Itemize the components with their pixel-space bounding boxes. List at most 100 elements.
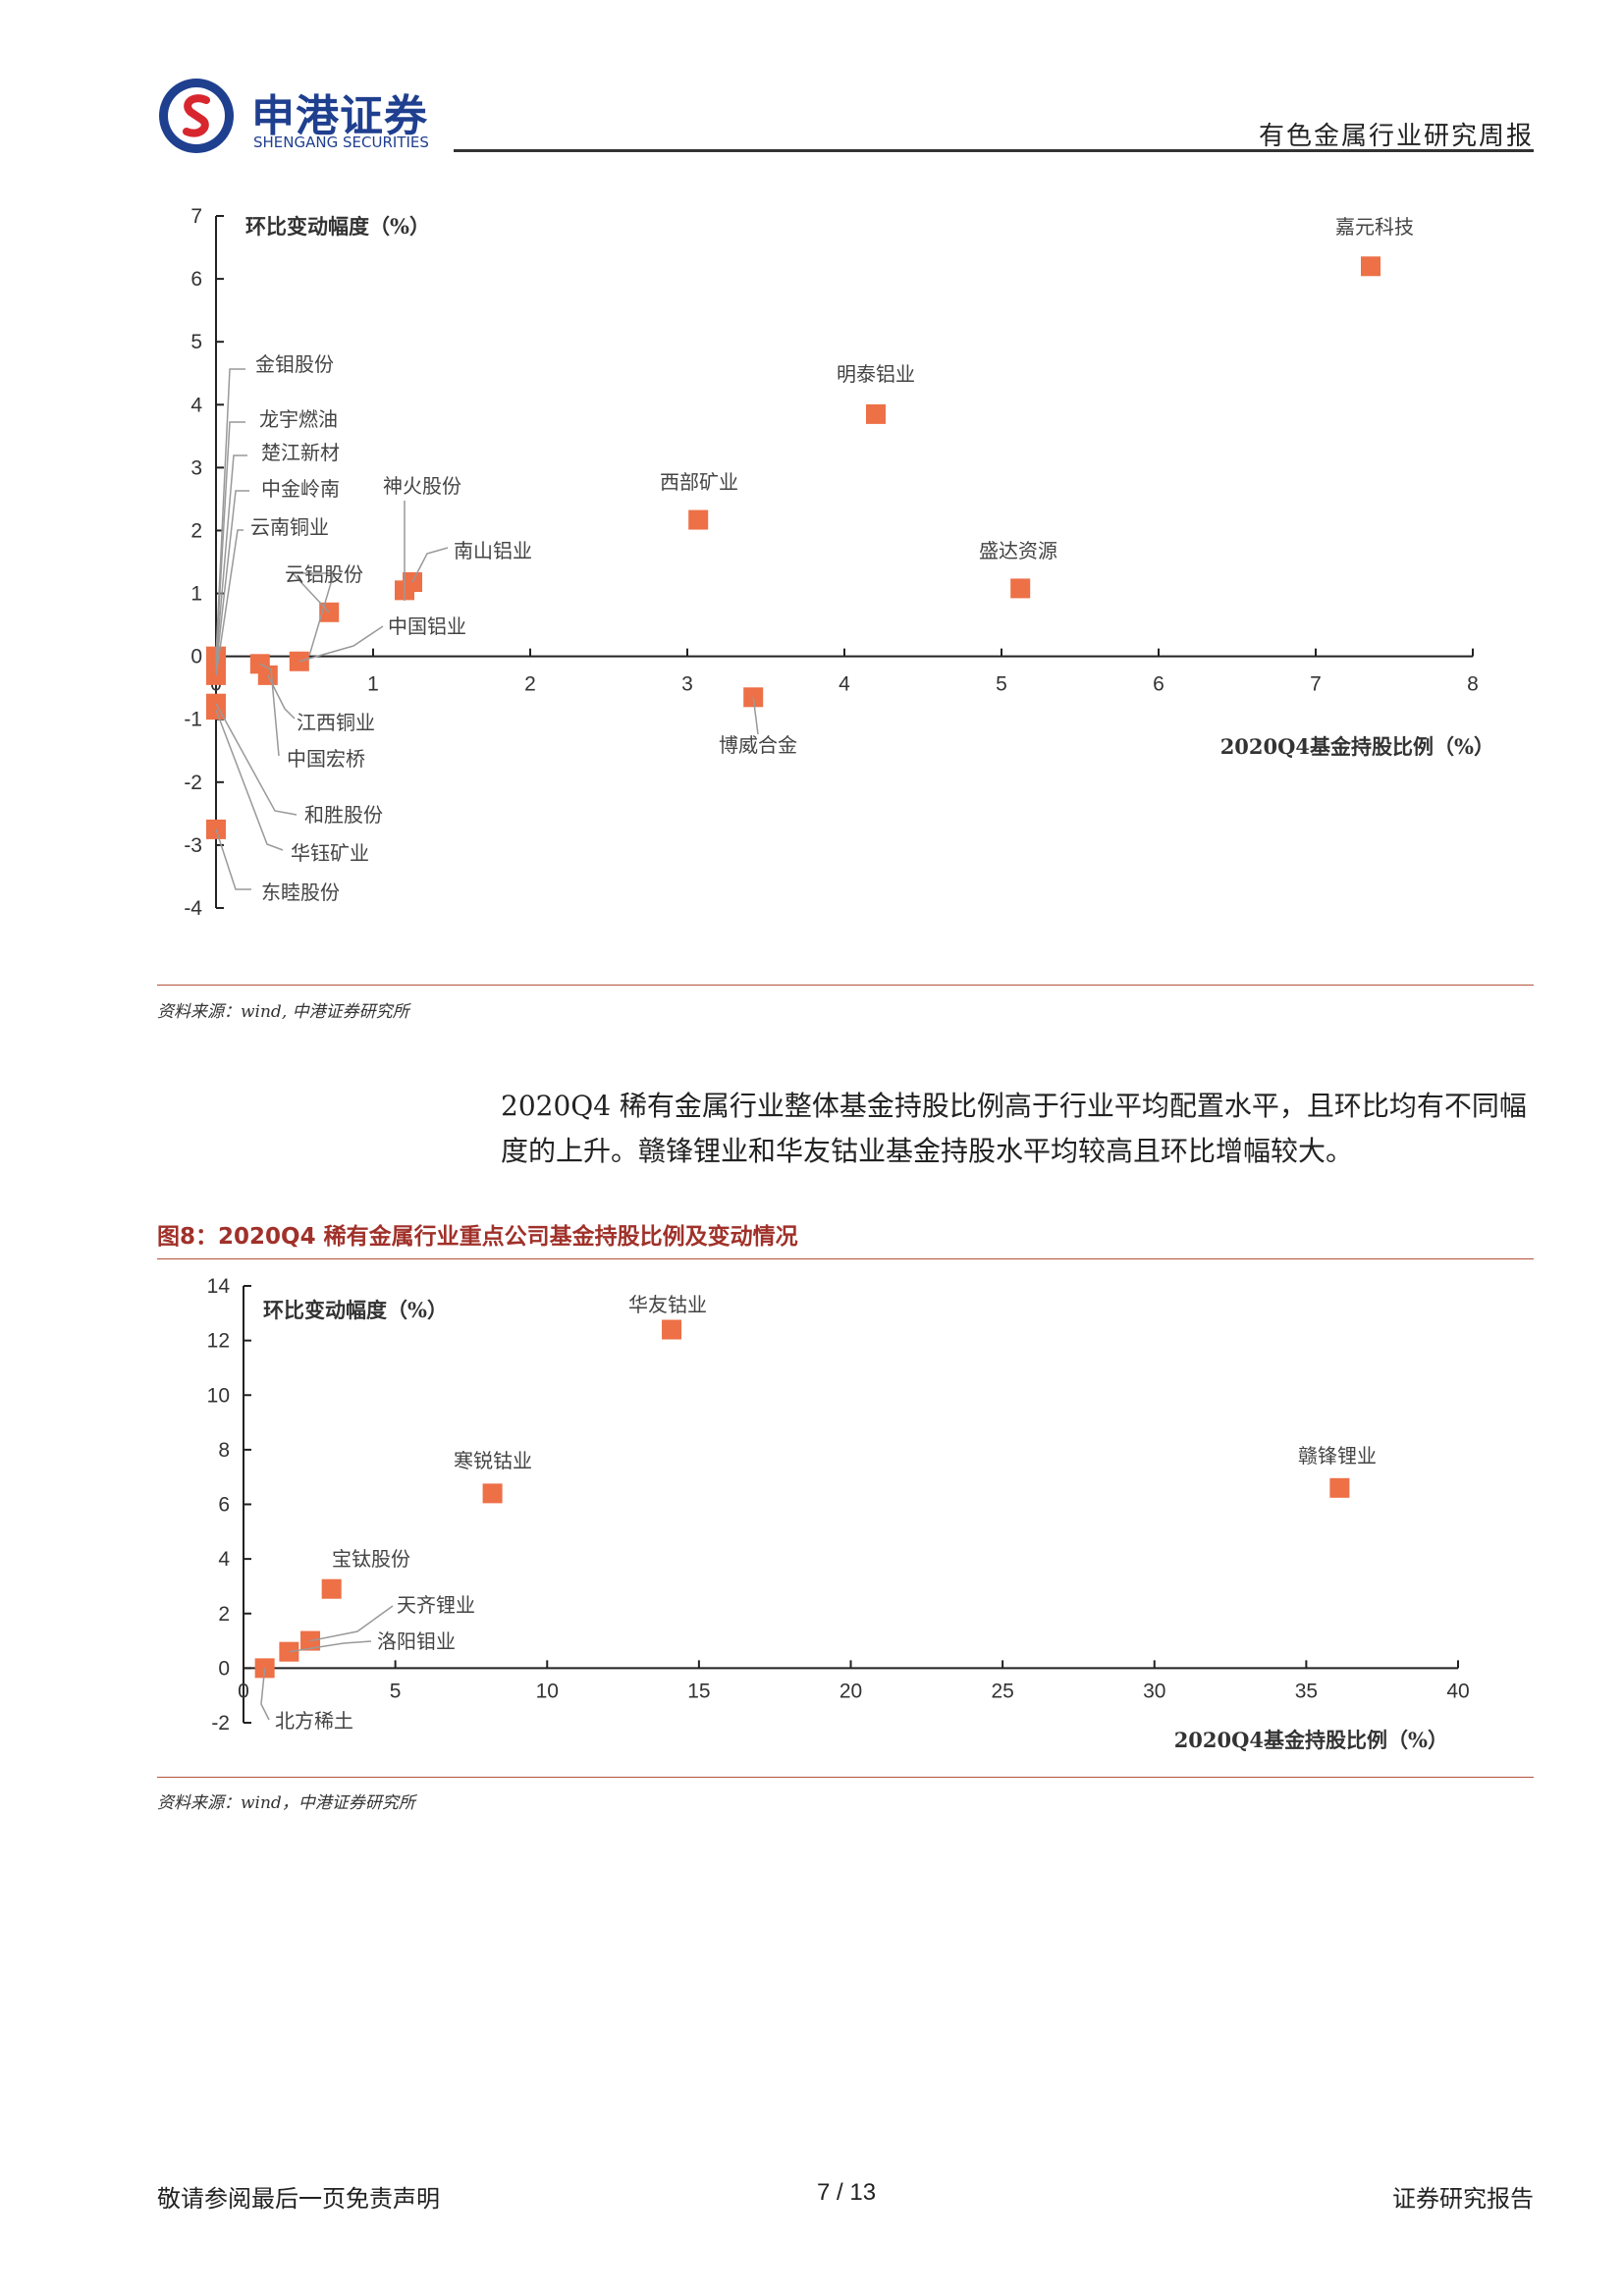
y-tick-label: 3 <box>190 456 202 479</box>
y-tick-label: 0 <box>218 1657 230 1680</box>
data-label: 云铝股份 <box>285 562 363 586</box>
data-label: 明泰铝业 <box>837 362 915 386</box>
data-label: 中金岭南 <box>261 477 340 501</box>
x-axis-title: 2020Q4基金持股比例（%） <box>1220 734 1494 759</box>
brand-logo-icon <box>159 79 234 153</box>
leader-line <box>215 421 245 660</box>
y-tick-label: -3 <box>184 834 202 857</box>
data-label: 龙宇燃油 <box>259 407 338 431</box>
y-tick-label: -1 <box>184 709 202 731</box>
x-tick-label: 5 <box>996 673 1007 696</box>
x-tick-label: 10 <box>536 1680 559 1702</box>
chart-2-divider <box>157 1777 1534 1778</box>
y-tick-label: 4 <box>218 1548 230 1571</box>
header-divider <box>454 149 1534 152</box>
y-tick-label: -2 <box>211 1712 230 1735</box>
data-label: 寒锐钴业 <box>454 1449 532 1472</box>
x-tick-label: 3 <box>681 673 693 696</box>
leader-line <box>215 368 245 657</box>
data-point <box>866 403 886 424</box>
figure-8-title: 图8：2020Q4 稀有金属行业重点公司基金持股比例及变动情况 <box>157 1224 798 1250</box>
chart-1-divider <box>157 985 1534 986</box>
y-tick-label: 2 <box>218 1603 230 1626</box>
y-tick-label: -2 <box>184 772 202 794</box>
chart-2-source: 资料来源：wind，中港证券研究所 <box>157 1793 415 1813</box>
data-label: 北方稀土 <box>275 1709 353 1733</box>
y-tick-label: 14 <box>207 1275 231 1298</box>
data-label: 金钼股份 <box>255 352 334 376</box>
x-tick-label: 7 <box>1310 673 1322 696</box>
y-tick-label: 8 <box>218 1439 230 1462</box>
data-label: 西部矿业 <box>660 470 738 494</box>
data-label: 云南铜业 <box>250 515 329 539</box>
data-label: 博威合金 <box>719 733 797 757</box>
data-point <box>1010 578 1031 599</box>
data-point <box>662 1319 682 1340</box>
data-label: 华友钴业 <box>628 1293 707 1316</box>
data-point <box>1329 1477 1350 1498</box>
brand-name-en: SHENGANG SECURITIES <box>253 133 429 151</box>
footer-report-type: 证券研究报告 <box>1392 2185 1534 2213</box>
leader-line <box>309 1605 394 1642</box>
y-tick-label: 4 <box>190 394 202 416</box>
data-label: 赣锋锂业 <box>1298 1444 1377 1468</box>
footer-disclaimer: 敬请参阅最后一页免责声明 <box>157 2185 440 2213</box>
data-point <box>688 509 709 530</box>
data-point <box>1361 256 1380 277</box>
page-number: 7 / 13 <box>817 2179 877 2206</box>
leader-line <box>215 703 298 816</box>
leader-line <box>215 709 284 851</box>
leader-line <box>267 674 296 720</box>
y-axis-title: 环比变动幅度（%） <box>263 1298 448 1322</box>
y-tick-label: 12 <box>207 1330 230 1353</box>
data-label: 中国铝业 <box>388 614 466 638</box>
x-tick-label: 6 <box>1153 673 1164 696</box>
leader-line <box>291 572 336 657</box>
data-label: 华钰矿业 <box>291 841 369 865</box>
y-tick-label: 1 <box>190 583 202 606</box>
data-label: 江西铜业 <box>297 711 375 734</box>
data-point <box>743 687 764 708</box>
report-type: 有色金属行业研究周报 <box>1258 122 1534 151</box>
leader-line <box>215 828 251 890</box>
y-tick-label: 5 <box>190 331 202 353</box>
leader-line <box>298 625 384 663</box>
x-tick-label: 2 <box>524 673 536 696</box>
data-label: 神火股份 <box>383 474 461 498</box>
x-tick-label: 25 <box>991 1680 1013 1702</box>
x-tick-label: 1 <box>367 673 379 696</box>
y-axis-title: 环比变动幅度（%） <box>245 214 430 239</box>
y-tick-label: 10 <box>207 1384 230 1407</box>
x-tick-label: 8 <box>1467 673 1479 696</box>
data-label: 盛达资源 <box>979 539 1057 562</box>
data-point <box>321 1578 342 1599</box>
data-label: 楚江新材 <box>261 441 340 464</box>
data-point <box>482 1483 503 1504</box>
x-tick-label: 15 <box>687 1680 710 1702</box>
chart-1-source: 资料来源：wind, 中港证券研究所 <box>157 1002 409 1022</box>
data-label: 东睦股份 <box>261 881 340 904</box>
x-tick-label: 35 <box>1295 1680 1318 1702</box>
leader-line <box>752 697 759 735</box>
chart-1: 76543210-1-2-3-4012345678环比变动幅度（%）2020Q4… <box>184 205 1494 920</box>
data-label: 宝钛股份 <box>332 1547 410 1571</box>
x-axis-title: 2020Q4基金持股比例（%） <box>1174 1728 1448 1752</box>
brand-name: 申港证券 <box>251 91 428 141</box>
data-label: 天齐锂业 <box>397 1593 475 1617</box>
chart-2-top-divider <box>157 1258 1534 1259</box>
data-point <box>289 651 309 671</box>
body-paragraph: 2020Q4 稀有金属行业整体基金持股比例高于行业平均配置水平，且环比均有不同幅… <box>501 1090 1527 1167</box>
x-tick-label: 20 <box>839 1680 862 1702</box>
x-tick-label: 4 <box>839 673 850 696</box>
leader-line <box>411 547 449 583</box>
y-tick-label: 7 <box>190 205 202 228</box>
leader-line <box>260 1668 270 1721</box>
leader-line <box>215 529 244 675</box>
data-label: 洛阳钼业 <box>377 1629 456 1653</box>
y-tick-label: 6 <box>190 268 202 291</box>
y-tick-label: 0 <box>190 646 202 668</box>
leader-line <box>289 1640 372 1653</box>
x-tick-label: 40 <box>1446 1680 1469 1702</box>
data-label: 和胜股份 <box>304 803 383 827</box>
y-tick-label: 6 <box>218 1494 230 1517</box>
